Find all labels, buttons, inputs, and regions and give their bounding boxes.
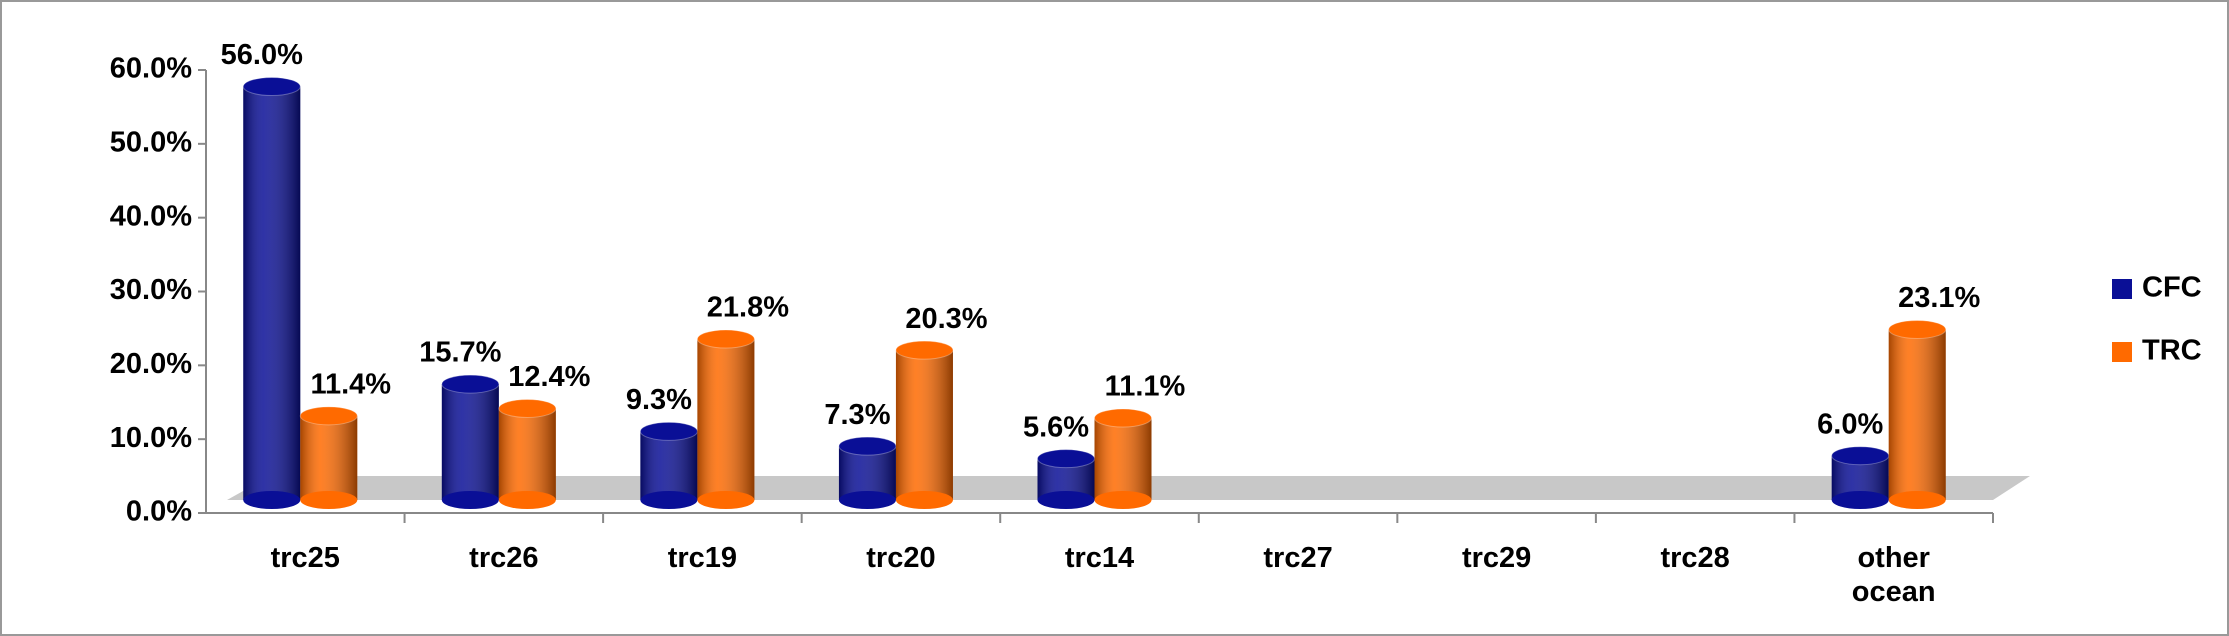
legend-swatch	[2112, 279, 2132, 299]
bar-shade	[1888, 329, 1946, 500]
legend-label: TRC	[2142, 335, 2202, 367]
bar-top	[498, 398, 557, 418]
value-label: 56.0%	[221, 39, 303, 71]
bar-shade	[1094, 418, 1152, 500]
bar-bottom	[300, 491, 358, 509]
y-tick-label: 40.0%	[110, 200, 192, 232]
x-tick-label: other ocean	[1851, 542, 1936, 608]
bar-shade	[441, 384, 499, 500]
value-label: 6.0%	[1817, 408, 1883, 440]
x-tick-label: trc19	[667, 542, 738, 574]
bar-bottom	[1831, 491, 1889, 509]
bar-shade	[498, 408, 556, 500]
bar-bottom	[697, 491, 755, 509]
value-label: 23.1%	[1898, 282, 1980, 314]
x-tick-label: trc29	[1461, 542, 1532, 574]
value-label: 11.1%	[1105, 371, 1186, 403]
y-tick-label: 10.0%	[110, 422, 192, 454]
bar-shade	[895, 350, 953, 500]
bar-bottom	[1888, 491, 1946, 509]
y-tick-label: 60.0%	[110, 53, 192, 85]
bar-top	[299, 406, 358, 426]
y-tick-label: 50.0%	[110, 126, 192, 158]
value-label: 21.8%	[707, 292, 789, 324]
bar-shade	[697, 339, 755, 500]
bar-top	[242, 77, 301, 97]
legend-swatch	[2112, 342, 2132, 362]
value-label: 20.3%	[905, 303, 987, 335]
bar-bottom	[498, 491, 556, 509]
x-tick-label: trc28	[1660, 542, 1730, 574]
bar-top	[1037, 449, 1095, 469]
bar-top	[838, 436, 897, 456]
bar-top	[696, 329, 755, 349]
y-tick-label: 20.0%	[110, 348, 192, 380]
value-label: 15.7%	[419, 337, 501, 369]
bar-bottom	[895, 491, 953, 509]
bar-shade	[640, 431, 698, 500]
y-tick-label: 0.0%	[126, 496, 192, 528]
bar-bottom	[1037, 491, 1095, 509]
x-tick-label: trc20	[866, 542, 936, 574]
bar-bottom	[441, 491, 499, 509]
bar-top	[1094, 408, 1152, 428]
bar-bottom	[1094, 491, 1152, 509]
value-label: 5.6%	[1023, 411, 1089, 443]
x-tick-label: trc27	[1263, 542, 1333, 574]
x-tick-label: trc25	[270, 542, 340, 574]
y-tick-label: 30.0%	[110, 274, 192, 306]
x-tick-label: trc14	[1064, 542, 1135, 574]
bar-bottom	[640, 491, 698, 509]
bar-bottom	[243, 491, 301, 509]
bar-shade	[243, 86, 301, 501]
bar-top	[1831, 446, 1890, 466]
bar-shade	[300, 415, 358, 500]
bar-top	[895, 340, 954, 360]
value-label: 12.4%	[508, 361, 590, 393]
legend-label: CFC	[2142, 272, 2202, 304]
value-label: 7.3%	[824, 399, 890, 431]
value-label: 11.4%	[310, 368, 391, 400]
x-tick-label: trc26	[469, 542, 539, 574]
bar-top	[441, 374, 500, 394]
bar-top	[1888, 319, 1947, 339]
bar-top	[639, 421, 698, 441]
bar-bottom	[838, 491, 896, 509]
value-label: 9.3%	[626, 384, 692, 416]
